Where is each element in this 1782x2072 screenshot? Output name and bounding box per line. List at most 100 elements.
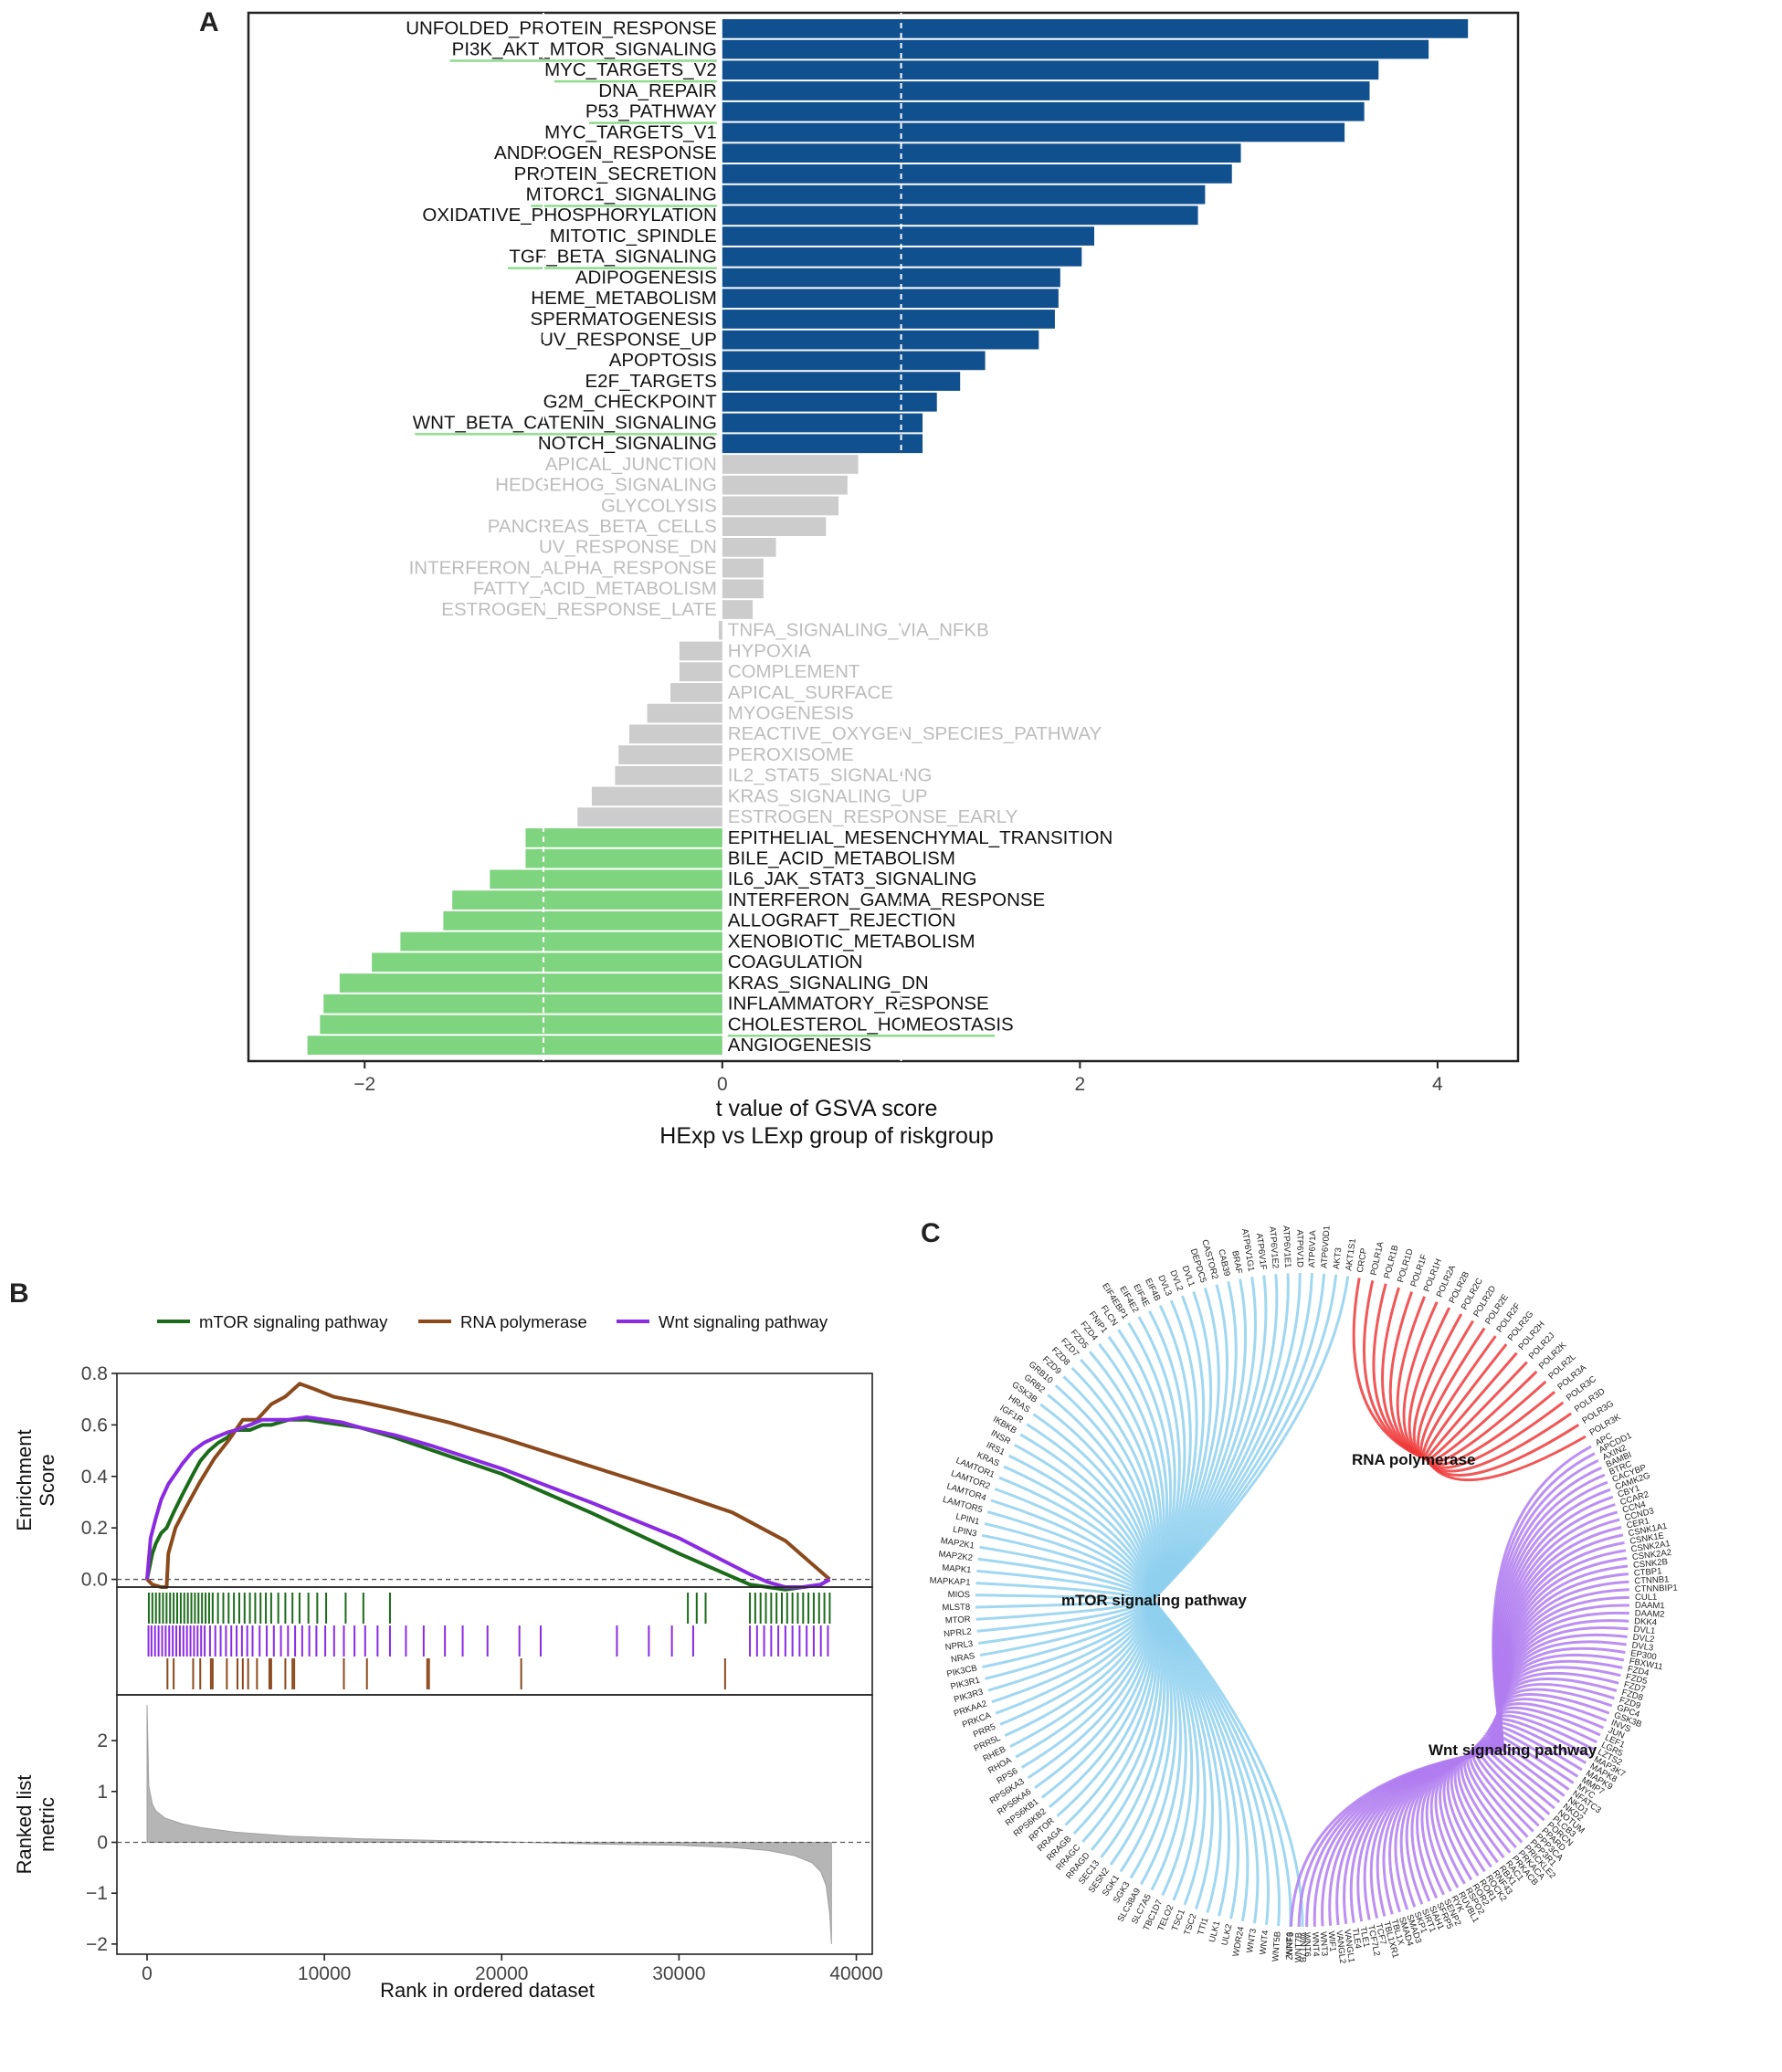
- x-tick-label: 30000: [652, 1963, 705, 1984]
- gene-label: WNT6: [1302, 1932, 1312, 1957]
- bar-label: INTERFERON_ALPHA_RESPONSE: [409, 557, 717, 578]
- bar-label: ESTROGEN_RESPONSE_LATE: [441, 599, 717, 620]
- bar: [647, 703, 722, 723]
- y-tick-label: 0: [97, 1832, 108, 1853]
- bar-label: NOTCH_SIGNALING: [538, 433, 717, 454]
- bar: [722, 268, 1060, 288]
- gene-label: CUL1: [1635, 1593, 1657, 1603]
- bar-label: DNA_REPAIR: [598, 80, 717, 101]
- bar: [722, 392, 937, 412]
- bar: [452, 890, 722, 910]
- mtor-edge: [985, 1599, 1155, 1680]
- bar: [722, 143, 1241, 163]
- bar-label: APOPTOSIS: [609, 350, 717, 371]
- y-tick-label: 0.2: [81, 1518, 108, 1539]
- bar: [718, 620, 722, 640]
- gene-label: CSNK2B: [1633, 1557, 1669, 1571]
- gene-label: CSNK2A2: [1631, 1548, 1671, 1562]
- bar-label: OXIDATIVE_PHOSPHORYLATION: [422, 205, 716, 226]
- gene-label: MIOS: [948, 1590, 970, 1600]
- mtor-edge: [1151, 1276, 1350, 1602]
- mtor-edge: [979, 1598, 1155, 1657]
- gene-label: CTBP1: [1633, 1566, 1661, 1578]
- bar: [722, 434, 923, 454]
- bar-label: TGF_BETA_SIGNALING: [509, 247, 716, 268]
- gene-label: DKK4: [1634, 1616, 1657, 1628]
- bar-label: ADIPOGENESIS: [575, 267, 717, 288]
- bar: [722, 122, 1345, 142]
- bar: [722, 579, 764, 599]
- mtor-edge: [1151, 1272, 1302, 1601]
- bar-label: MYOGENESIS: [728, 702, 854, 723]
- gene-label: TLE1: [1357, 1926, 1371, 1948]
- gene-label: WNT4: [1310, 1931, 1321, 1956]
- y-axis-title: Enrichment: [13, 1429, 36, 1530]
- x-tick-label: 0: [717, 1074, 728, 1095]
- gene-label: WIF1: [1326, 1930, 1338, 1952]
- bar: [679, 641, 722, 661]
- bar: [722, 372, 961, 391]
- gene-label: MLST8: [942, 1603, 970, 1614]
- bar: [722, 101, 1365, 121]
- bar: [307, 1036, 722, 1055]
- bar: [722, 19, 1469, 38]
- bar-label: UV_RESPONSE_UP: [540, 330, 717, 351]
- bar-label: INFLAMMATORY_RESPONSE: [728, 994, 989, 1015]
- mtor-edge: [1151, 1273, 1290, 1601]
- bar: [400, 931, 722, 952]
- gene-label: CTNNB1: [1634, 1574, 1670, 1586]
- bar-label: IL2_STAT5_SIGNALING: [728, 765, 933, 786]
- bar-label: PANCREAS_BETA_CELLS: [488, 516, 717, 537]
- x-tick-label: −2: [353, 1074, 375, 1095]
- gene-label: EP300: [1629, 1648, 1657, 1662]
- mtor-edge: [1151, 1281, 1238, 1601]
- gene-label: MTOR: [945, 1614, 972, 1626]
- bar-label: PROTEIN_SECRETION: [514, 163, 717, 184]
- y-axis-title: metric: [36, 1797, 58, 1852]
- gene-label: DVL3: [1631, 1640, 1654, 1653]
- bar: [722, 39, 1429, 59]
- x-axis-subtitle: HExp vs LExp group of riskgroup: [659, 1123, 993, 1149]
- mtor-edge: [982, 1599, 1155, 1668]
- rna-es-line: [145, 1382, 831, 1589]
- gene-label: DAAM1: [1635, 1601, 1665, 1612]
- gene-label: FZD4: [1627, 1664, 1650, 1678]
- gene-label: DVL1: [1633, 1625, 1656, 1636]
- gene-label: NPRL2: [944, 1626, 973, 1639]
- y-axis-title: Score: [36, 1454, 58, 1506]
- mtor-edge: [979, 1545, 1155, 1602]
- bar: [722, 226, 1095, 246]
- gene-label: WNT7B: [1297, 1932, 1307, 1962]
- gene-label: ZNRF3: [1285, 1932, 1296, 1961]
- panel-label-c: C: [921, 1218, 941, 1248]
- x-axis-title: t value of GSVA score: [716, 1096, 938, 1121]
- gsva-bar-chart: UNFOLDED_PROTEIN_RESPONSEPI3K_AKT_MTOR_S…: [247, 11, 1520, 1149]
- bar-label: APICAL_JUNCTION: [545, 454, 717, 475]
- mtor-edge: [1151, 1275, 1268, 1601]
- gene-label: TCF7: [1374, 1922, 1388, 1946]
- mtor-hub-label: mTOR signaling pathway: [1061, 1592, 1247, 1609]
- y-tick-label: 1: [97, 1782, 108, 1803]
- x-tick-label: 2: [1075, 1074, 1086, 1095]
- bar-label: BILE_ACID_METABOLISM: [728, 848, 955, 869]
- bar-label: ANDROGEN_RESPONSE: [494, 142, 717, 163]
- gene-label: DAAM2: [1634, 1608, 1664, 1619]
- gene-label: CTNNBIP1: [1635, 1583, 1678, 1594]
- mtor-edge: [976, 1569, 1154, 1602]
- gene-label: WNT7B: [1293, 1932, 1303, 1962]
- panel-label-a: A: [199, 7, 219, 37]
- bar: [339, 973, 722, 993]
- bar: [722, 351, 986, 371]
- bar-label: ESTROGEN_RESPONSE_EARLY: [728, 806, 1018, 827]
- bar-label: IL6_JAK_STAT3_SIGNALING: [728, 868, 977, 889]
- bar-label: MTORC1_SIGNALING: [526, 184, 717, 205]
- gene-label: BRAF: [1229, 1250, 1244, 1275]
- bar: [525, 828, 722, 847]
- bar: [320, 1015, 722, 1035]
- rna-hub-label: RNA polymerase: [1352, 1451, 1475, 1468]
- x-tick-label: 20000: [475, 1963, 528, 1984]
- bar-label: EPITHELIAL_MESENCHYMAL_TRANSITION: [728, 827, 1112, 848]
- mtor-edge: [978, 1598, 1154, 1645]
- gene-label: MAP2K1: [940, 1536, 975, 1551]
